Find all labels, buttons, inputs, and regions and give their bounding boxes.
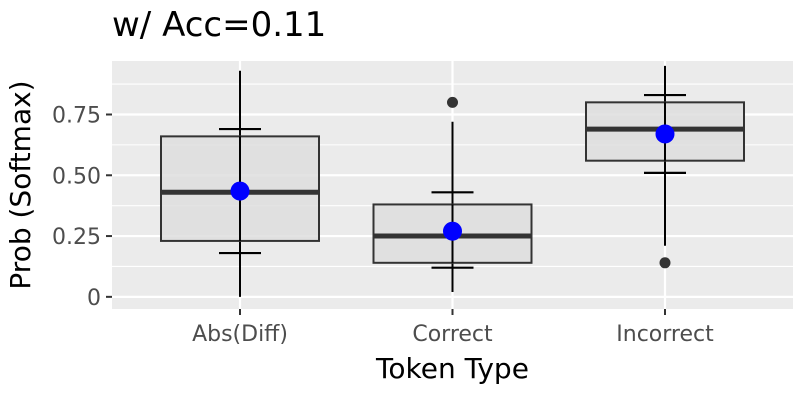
x-tick-label: Correct [412,322,493,347]
box-group-correct [372,96,533,292]
y-tick-label: 0 [87,286,101,311]
x-axis-label: Token Type [375,352,529,385]
x-axis: Abs(Diff) Correct Incorrect [192,309,714,347]
y-tick-label: 0.25 [52,225,101,250]
x-tick-label: Incorrect [616,322,714,347]
y-tick-label: 0.50 [52,164,101,189]
y-axis-label: Prob (Softmax) [4,80,37,289]
mean-point [655,124,675,144]
chart-title: w/ Acc=0.11 [112,5,326,45]
mean-point [443,221,462,241]
y-tick-label: 0.75 [52,103,101,128]
box-group-incorrect [585,65,745,269]
x-tick-label: Abs(Diff) [192,322,288,347]
box-group-abs-diff [160,70,320,297]
outlier-point [447,96,458,108]
box-series [160,65,745,297]
outlier-point [659,257,671,269]
y-axis: 0 0.25 0.50 0.75 [52,103,112,311]
mean-point [230,181,250,201]
